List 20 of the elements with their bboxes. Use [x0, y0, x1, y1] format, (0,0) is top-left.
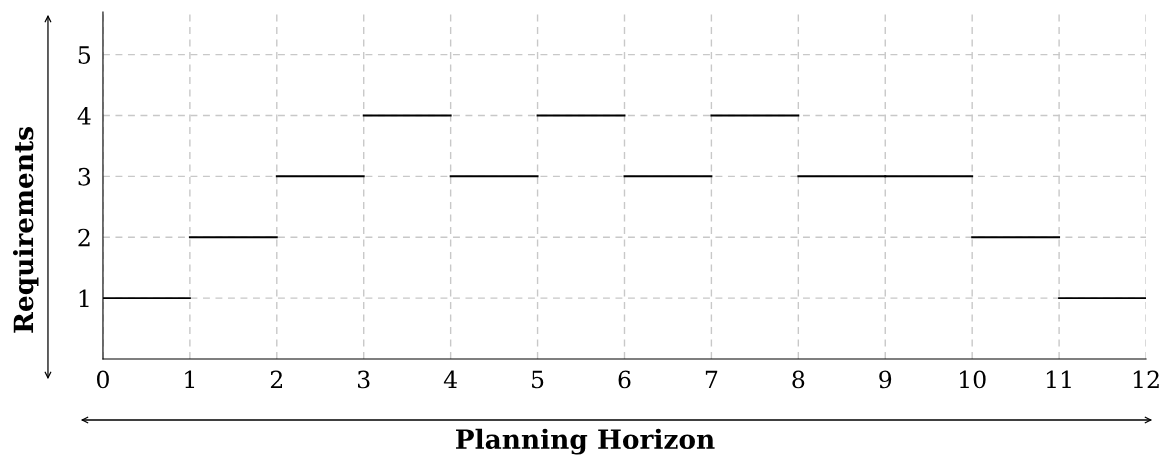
x-tick-label: 6 — [618, 370, 631, 389]
x-tick-label: 11 — [1046, 370, 1071, 389]
x-tick-label: 12 — [1133, 370, 1159, 389]
y-tick-label: 5 — [78, 46, 91, 64]
x-tick-label: 5 — [532, 370, 544, 389]
x-axis-title: Planning Horizon — [456, 428, 715, 455]
x-tick-label: 0 — [97, 370, 109, 389]
x-tick-label: 7 — [705, 370, 718, 389]
x-tick-label: 2 — [270, 370, 282, 389]
x-tick-label: 9 — [879, 370, 892, 389]
x-tick-label: 10 — [960, 370, 986, 389]
y-tick-label: 4 — [77, 106, 91, 125]
x-tick-label: 4 — [443, 370, 457, 389]
x-tick-label: 3 — [358, 370, 370, 389]
y-axis-title: Requirements — [12, 127, 39, 333]
y-tick-label: 3 — [78, 167, 91, 186]
y-tick-label: 2 — [78, 228, 90, 247]
x-tick-label: 8 — [792, 370, 805, 389]
x-tick-label: 1 — [185, 370, 195, 389]
y-tick-label: 1 — [79, 289, 89, 308]
